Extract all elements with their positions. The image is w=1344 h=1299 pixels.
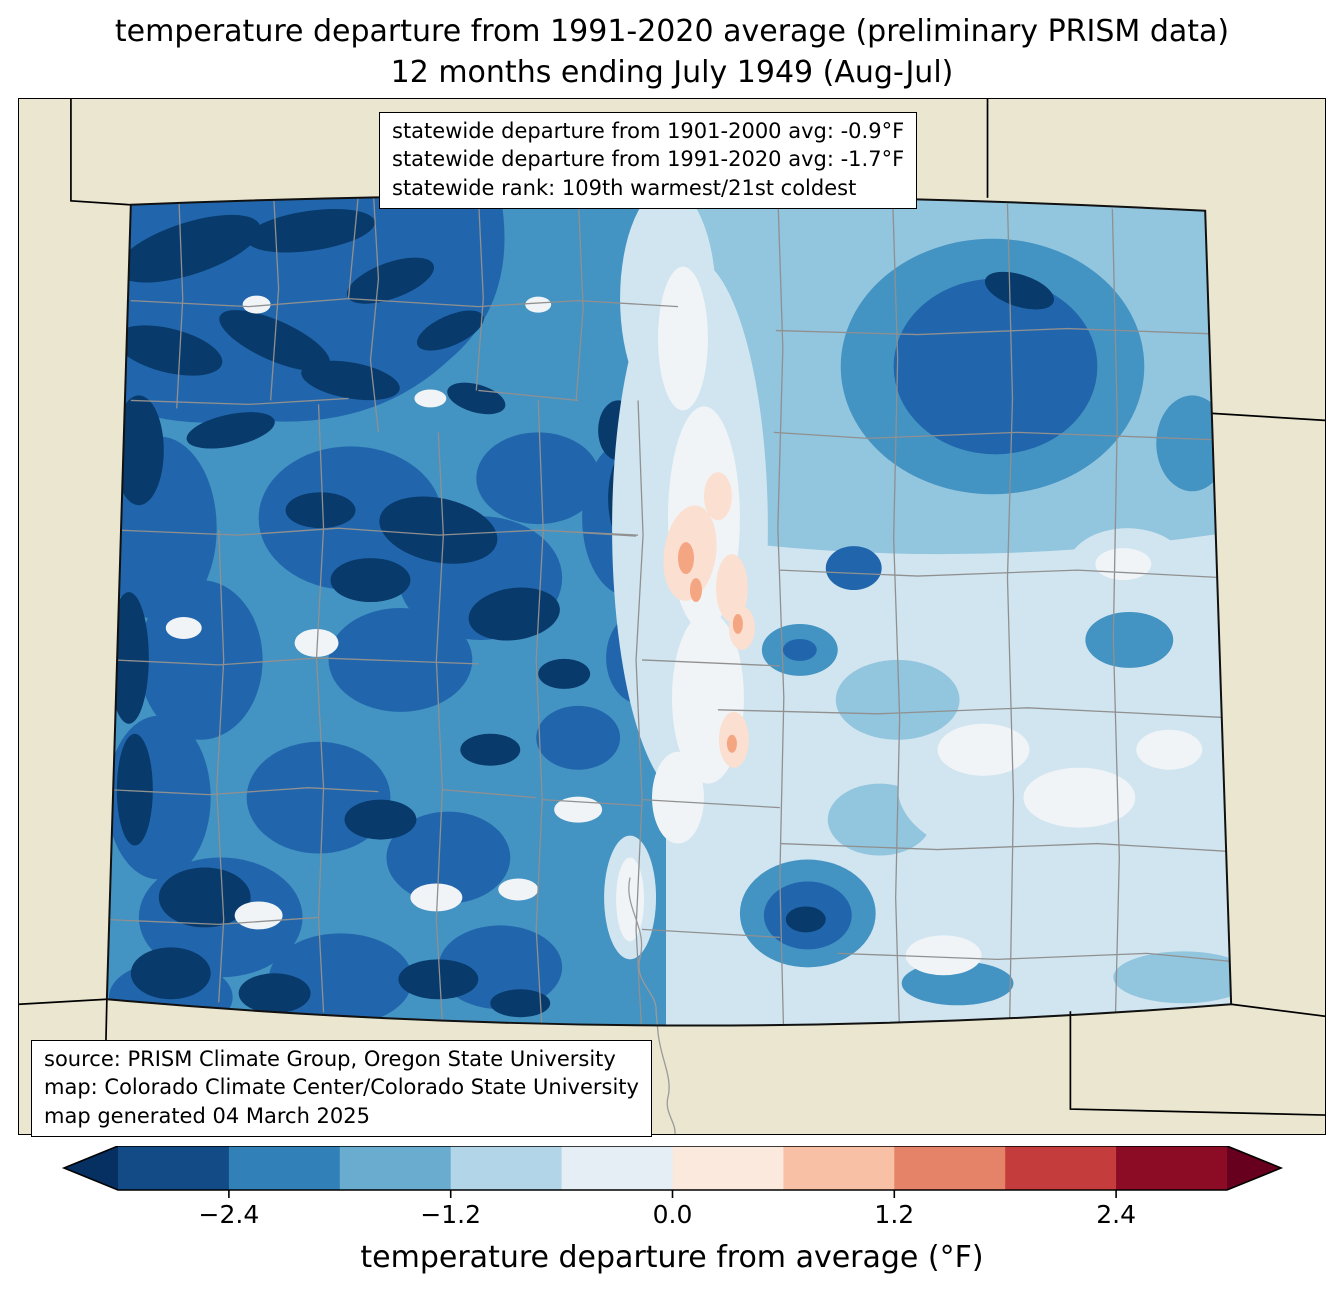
colorbar-segments [118, 1146, 1228, 1190]
temperature-contours [106, 195, 1232, 1026]
colorbar-tick-label: −2.4 [198, 1200, 260, 1229]
stats-line-2: statewide departure from 1991-2020 avg: … [392, 147, 905, 172]
colorbar-tick-label: 2.4 [1096, 1200, 1136, 1229]
colorbar-tick-marks [228, 1190, 1117, 1198]
statewide-stats-box: statewide departure from 1901-2000 avg: … [379, 112, 918, 210]
source-credit-box: source: PRISM Climate Group, Oregon Stat… [31, 1040, 652, 1138]
colorbar [40, 1145, 1304, 1206]
colorbar-outline [61, 1145, 1284, 1191]
source-line-1: source: PRISM Climate Group, Oregon Stat… [44, 1047, 616, 1071]
colorado-map-svg [19, 99, 1325, 1134]
county-borders [106, 195, 1232, 1026]
colorbar-tick-label: −1.2 [420, 1200, 482, 1229]
map-axes: statewide departure from 1901-2000 avg: … [18, 98, 1326, 1138]
stats-line-3: statewide rank: 109th warmest/21st colde… [392, 175, 857, 200]
figure-title-line2: 12 months ending July 1949 (Aug-Jul) [390, 55, 954, 90]
colorbar-axis-label: temperature departure from average (°F) [360, 1240, 984, 1275]
river-line [628, 877, 676, 1134]
colorbar-svg [61, 1145, 1284, 1198]
colorbar-arrow-ends [64, 1146, 1281, 1190]
figure-title-line1: temperature departure from 1991-2020 ave… [114, 14, 1230, 49]
source-line-2: map: Colorado Climate Center/Colorado St… [44, 1075, 639, 1100]
colorbar-tick-label: 0.0 [652, 1200, 693, 1229]
stats-line-1: statewide departure from 1901-2000 avg: … [392, 119, 905, 143]
source-line-3: map generated 04 March 2025 [44, 1103, 371, 1128]
colorbar-tick-label: 1.2 [874, 1200, 915, 1229]
